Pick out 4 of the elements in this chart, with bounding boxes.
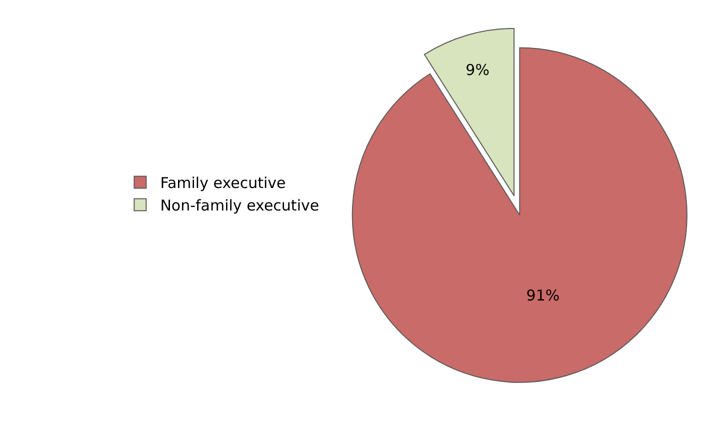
legend-label: Non-family executive: [160, 196, 320, 215]
data-label: 91%: [526, 286, 560, 304]
legend-label: Family executive: [160, 174, 286, 192]
data-label: 9%: [466, 61, 490, 80]
